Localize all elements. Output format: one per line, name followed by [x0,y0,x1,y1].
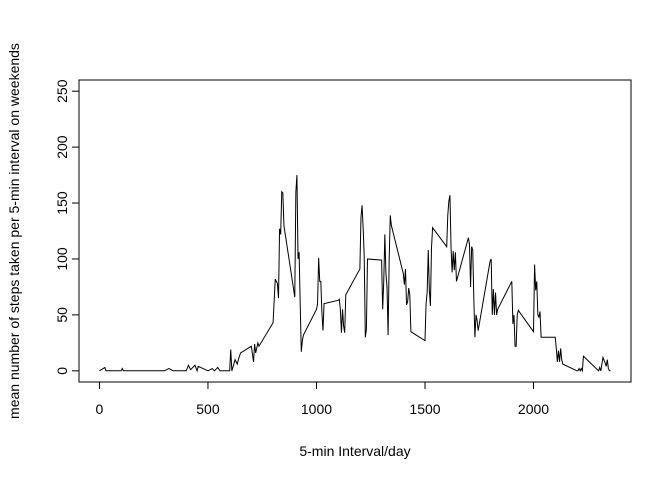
plot-frame [78,79,632,383]
y-tick-label: 200 [54,135,70,159]
y-axis-title: mean number of steps taken per 5-min int… [6,43,22,419]
y-tick-label: 250 [54,79,70,103]
x-tick-label: 1000 [301,401,332,417]
y-tick-label: 150 [54,191,70,215]
y-tick-label: 0 [54,367,70,375]
x-tick-label: 500 [196,401,220,417]
data-line [99,175,611,373]
x-axis-title: 5-min Interval/day [299,443,410,459]
y-tick-label: 50 [54,307,70,323]
x-tick-label: 1500 [409,401,440,417]
x-tick-label: 2000 [518,401,549,417]
x-tick-label: 0 [96,401,104,417]
y-tick-label: 100 [54,247,70,271]
